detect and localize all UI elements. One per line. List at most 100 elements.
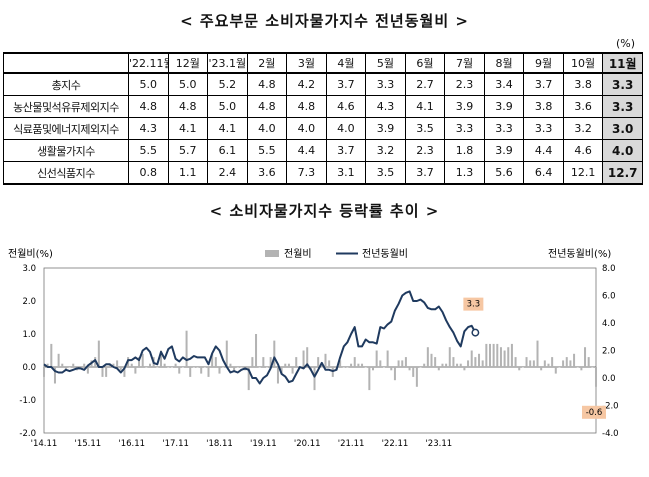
mom-bar [236, 367, 239, 368]
mom-bar [573, 353, 576, 367]
mom-bar [434, 357, 437, 367]
mom-bar [46, 363, 49, 367]
table-cell: 5.7 [167, 139, 209, 162]
yoy-line [43, 290, 477, 385]
mom-bar [536, 340, 539, 367]
mom-bar [478, 353, 481, 367]
mom-bar [584, 347, 587, 367]
table-cell: 4.8 [286, 95, 327, 118]
mom-bar [580, 367, 583, 371]
right-tick-label: 0.0 [602, 374, 616, 384]
mom-bar [554, 367, 557, 374]
table-cell: 3.1 [325, 161, 367, 185]
mom-bar [42, 367, 46, 377]
chart-title: < 소비자물가지수 등락률 추이 > [209, 202, 440, 220]
left-tick-label: 3.0 [22, 264, 36, 274]
right-axis-label: 전년동월비(%) [548, 248, 611, 260]
mom-bar [353, 357, 356, 367]
mom-bar [57, 353, 60, 367]
table-cell: 5.0 [207, 95, 248, 118]
mom-bar [170, 367, 173, 368]
table-cell: 1.3 [444, 161, 485, 185]
table-cell: 3.9 [483, 139, 525, 162]
column-header: 6월 [404, 52, 446, 74]
mom-bar [97, 340, 100, 367]
mom-bar [368, 367, 371, 391]
table-row: 농산물및석유류제외지수 4.8 4.8 5.0 4.8 4.8 4.6 4.3 4.1 3.9 3.… [3, 95, 643, 118]
mom-bar [565, 357, 568, 367]
mom-bar [240, 367, 243, 368]
mom-bar [551, 357, 554, 367]
row-label: 식료품및에너지제외지수 [3, 117, 129, 140]
annotation-box [463, 297, 484, 311]
mom-bar [485, 343, 488, 367]
mom-bar [123, 367, 126, 377]
table-cell: 3.4 [483, 72, 525, 96]
unit-label: (%) [615, 37, 635, 50]
mom-bar [339, 360, 342, 367]
table-cell: 1.1 [167, 161, 209, 185]
mom-bar [101, 367, 104, 377]
mom-bar [229, 363, 232, 367]
mom-bar [441, 363, 444, 367]
mom-bar [138, 357, 141, 367]
mom-bar [262, 357, 265, 367]
annotation-yoy: 3.3 [467, 300, 481, 310]
table-row: 신선식품지수 0.8 1.1 2.4 3.6 7.3 3.1 3.5 3.7 1.3 5.6 6.4 1… [3, 161, 643, 185]
right-tick-label: -2.0 [602, 402, 619, 412]
mom-bar [72, 363, 75, 367]
annotation-box [582, 405, 606, 419]
mom-bar [470, 350, 473, 367]
mom-bar [393, 367, 396, 381]
table-title: < 주요부문 소비자물가지수 전년동월비 > [180, 12, 469, 30]
x-tick-label: '23.11 [425, 439, 452, 449]
mom-bar [499, 347, 502, 367]
mom-bar [507, 347, 510, 367]
left-tick-label: 0.0 [22, 363, 36, 373]
right-tick-label: 8.0 [602, 264, 616, 274]
column-header: 11월 [602, 52, 643, 74]
table-cell: 3.5 [365, 161, 406, 185]
mom-bar [225, 340, 228, 367]
mom-bar [320, 367, 323, 368]
mom-bar [386, 350, 389, 367]
mom-bar [134, 367, 137, 374]
mom-bar [576, 367, 579, 368]
x-tick-label: '21.11 [338, 439, 365, 449]
mom-bar [587, 357, 590, 367]
plot-frame [43, 267, 597, 434]
annotation-mom: -0.6 [586, 408, 603, 418]
mom-bar [302, 350, 305, 367]
mom-bar [467, 360, 470, 367]
mom-bar [350, 363, 353, 367]
mom-bar [287, 363, 290, 367]
legend-bar-swatch [265, 250, 279, 257]
mom-bar [218, 367, 221, 374]
mom-bar [145, 367, 148, 368]
mom-bar [61, 363, 64, 367]
mom-bar [488, 343, 491, 367]
table-cell: 4.3 [128, 117, 169, 140]
mom-bar [456, 363, 459, 367]
mom-bar [317, 357, 320, 367]
mom-bar [452, 357, 455, 367]
left-axis-label: 전월비(%) [8, 248, 53, 260]
table-cell: 5.6 [483, 161, 525, 185]
mom-bar [276, 367, 279, 384]
mom-bar [594, 367, 598, 387]
mom-bar [412, 367, 415, 377]
mom-bar [273, 340, 276, 367]
mom-bar [324, 353, 327, 367]
column-header: '22.11월 [128, 52, 169, 74]
table-row: 식료품및에너지제외지수 4.3 4.1 4.1 4.0 4.0 4.0 3.9 3.5 3.3 3.… [3, 117, 643, 140]
mom-bar [397, 360, 400, 367]
mom-bar [265, 367, 268, 368]
mom-bar [269, 357, 272, 367]
row-label: 신선식품지수 [3, 161, 129, 185]
mom-bar [295, 357, 298, 367]
mom-bar [532, 360, 535, 367]
mom-bar [174, 363, 177, 367]
mom-bar [481, 360, 484, 367]
mom-bar [83, 363, 86, 367]
mom-bar [514, 357, 517, 367]
